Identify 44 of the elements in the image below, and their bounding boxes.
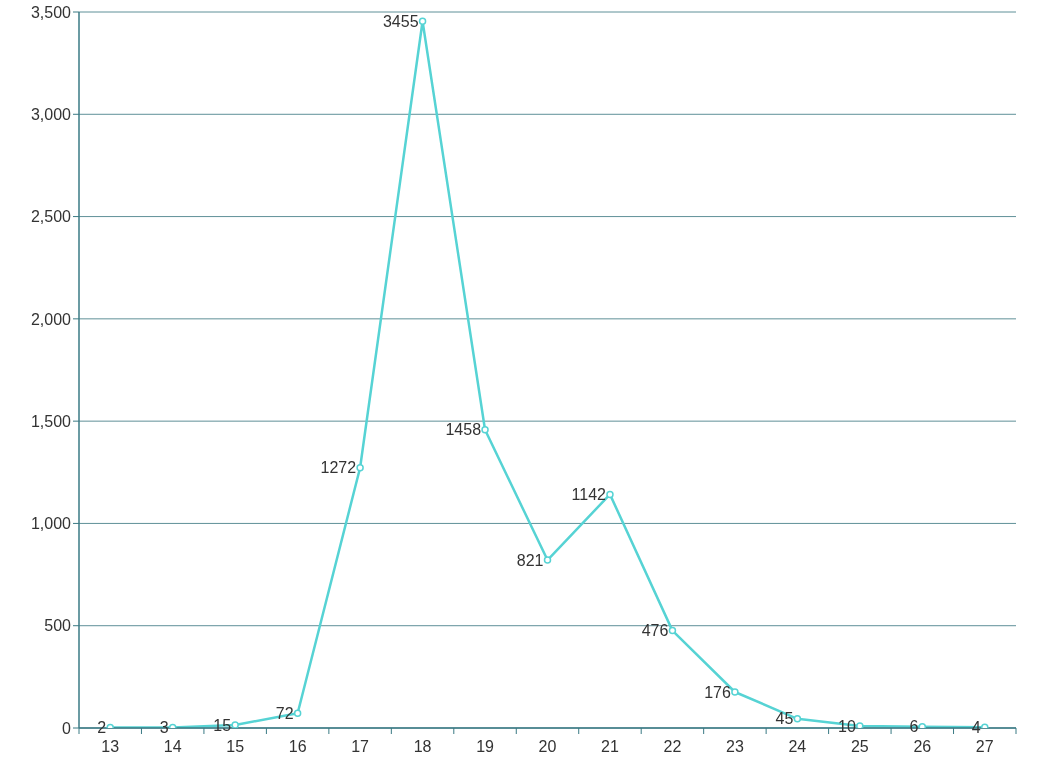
- point: [731, 688, 739, 696]
- data-label: 1272: [320, 459, 357, 477]
- data-label: 15: [213, 716, 232, 734]
- x-tick-label: 27: [975, 738, 994, 755]
- x-tick-label: 19: [476, 738, 495, 755]
- data-label: 45: [775, 710, 794, 728]
- point: [356, 464, 364, 472]
- y-tick-label: 3,500: [30, 3, 72, 21]
- y-tick-label: 3,000: [30, 105, 72, 123]
- point: [231, 721, 239, 728]
- y-tick-label: 1,000: [30, 515, 72, 533]
- data-label: 1458: [445, 421, 482, 439]
- point: [481, 425, 489, 434]
- x-tick-label: 18: [413, 738, 432, 755]
- data-label: 1142: [571, 486, 607, 504]
- x-tick-label: 21: [601, 738, 619, 755]
- x-tick-label: 16: [288, 738, 307, 755]
- data-label: 10: [838, 717, 856, 735]
- x-tick-label: 22: [663, 738, 682, 755]
- data-label: 3455: [382, 12, 419, 30]
- x-tick-label: 13: [101, 738, 120, 755]
- x-tick-label: 25: [850, 738, 869, 755]
- point: [606, 490, 614, 499]
- x-tick-label: 24: [788, 738, 807, 755]
- x-tick-label: 23: [726, 738, 744, 755]
- x-tick-label: 26: [913, 738, 932, 755]
- y-tick-label: 2,000: [30, 310, 72, 328]
- y-tick-label: 0: [62, 719, 72, 737]
- point: [856, 722, 864, 728]
- y-tick-label: 2,500: [30, 208, 72, 226]
- point: [293, 709, 302, 718]
- x-tick-label: 14: [163, 738, 182, 755]
- data-label: 821: [516, 551, 544, 569]
- point: [543, 556, 552, 564]
- data-label: 476: [641, 622, 669, 640]
- y-tick-label: 500: [44, 617, 72, 635]
- x-tick-label: 20: [538, 738, 557, 755]
- point: [418, 17, 427, 25]
- data-label: 176: [704, 683, 731, 701]
- x-tick-label: 15: [226, 738, 245, 755]
- point: [668, 626, 677, 635]
- y-tick-label: 1,500: [30, 412, 72, 430]
- point: [793, 715, 802, 723]
- x-tick-label: 17: [351, 738, 370, 755]
